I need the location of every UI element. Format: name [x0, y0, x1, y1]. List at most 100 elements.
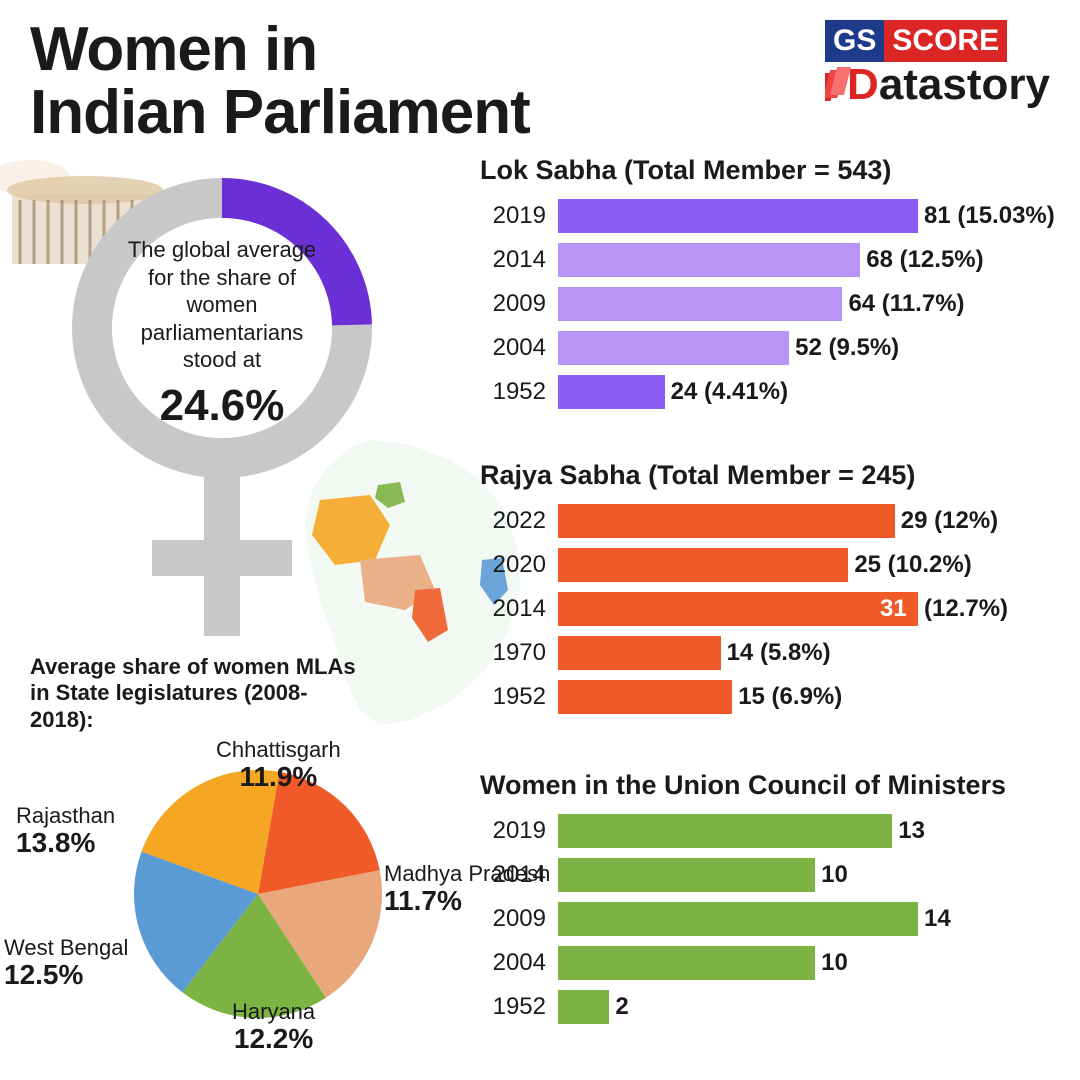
bar-fill — [558, 504, 895, 538]
bar-fill — [558, 858, 815, 892]
donut-text: The global average for the share of wome… — [128, 237, 316, 372]
bar-label: 14 — [924, 905, 951, 933]
logo-d: D — [847, 60, 879, 109]
lok-sabha-title: Lok Sabha (Total Member = 543) — [480, 155, 1050, 186]
bar-row: 200914 — [480, 897, 1050, 941]
bar-label: 13 — [898, 817, 925, 845]
bar-label: 81 (15.03%) — [924, 202, 1055, 230]
bar-label: 14 (5.8%) — [727, 639, 831, 667]
bar-year: 2020 — [480, 551, 558, 579]
bar-fill — [558, 331, 789, 365]
pages-icon — [825, 64, 851, 100]
bar-label: 64 (11.7%) — [848, 290, 964, 318]
bar-label: 68 (12.5%) — [866, 246, 983, 274]
bar-row: 2009 64 (11.7%) — [480, 282, 1050, 326]
bar-row: 2004 52 (9.5%) — [480, 326, 1050, 370]
rajya-sabha-title: Rajya Sabha (Total Member = 245) — [480, 460, 1050, 491]
ministers-chart: Women in the Union Council of Ministers … — [480, 770, 1050, 1029]
bar-year: 2019 — [480, 202, 558, 230]
ministers-title: Women in the Union Council of Ministers — [480, 770, 1050, 801]
bar-label: 25 (10.2%) — [854, 551, 971, 579]
donut-percentage: 24.6% — [122, 378, 322, 433]
title-line-2: Indian Parliament — [30, 78, 530, 147]
bar-value: 31 — [880, 595, 907, 623]
pie-label-chhattisgarh: Chhattisgarh 11.9% — [216, 738, 341, 793]
bar-label: 2 — [615, 993, 628, 1021]
bar-track: 29 (12%) — [558, 504, 1050, 538]
bar-row: 2004 10 — [480, 941, 1050, 985]
bar-label: 52 (9.5%) — [795, 334, 899, 362]
bar-fill — [558, 243, 860, 277]
bar-track: 64 (11.7%) — [558, 287, 1050, 321]
bar-year: 1952 — [480, 378, 558, 406]
bar-row: 1952 2 — [480, 985, 1050, 1029]
bar-year: 2022 — [480, 507, 558, 535]
bar-row: 2020 25 (10.2%) — [480, 543, 1050, 587]
bar-fill — [558, 636, 721, 670]
bar-track: 25 (10.2%) — [558, 548, 1050, 582]
bar-year: 2004 — [480, 334, 558, 362]
bar-row: 201410 — [480, 853, 1050, 897]
pie-label-rajasthan: Rajasthan 13.8% — [16, 804, 115, 859]
bar-row: 201913 — [480, 809, 1050, 853]
rajya-sabha-chart: Rajya Sabha (Total Member = 245) 2022 29 … — [480, 460, 1050, 719]
lok-sabha-chart: Lok Sabha (Total Member = 543) 201981 (1… — [480, 155, 1050, 414]
bar-track: 31 (12.7%) — [558, 592, 1050, 626]
bar-year: 2004 — [480, 949, 558, 977]
bar-row: 2022 29 (12%) — [480, 499, 1050, 543]
bar-year: 2009 — [480, 290, 558, 318]
bar-fill — [558, 990, 609, 1024]
bar-track: 52 (9.5%) — [558, 331, 1050, 365]
bar-year: 2014 — [480, 595, 558, 623]
bar-row: 201981 (15.03%) — [480, 194, 1050, 238]
title-line-1: Women in — [30, 15, 317, 84]
bar-fill — [558, 548, 848, 582]
bar-track: 2 — [558, 990, 1050, 1024]
logo-gs: GS — [825, 20, 884, 62]
bar-row: 1952 24 (4.41%) — [480, 370, 1050, 414]
logo-top: GS SCORE — [825, 20, 1050, 62]
bar-year: 1952 — [480, 683, 558, 711]
bar-year: 1970 — [480, 639, 558, 667]
bar-label: 24 (4.41%) — [671, 378, 788, 406]
bar-row: 1970 14 (5.8%) — [480, 631, 1050, 675]
pie-label-wb: West Bengal 12.5% — [4, 936, 128, 991]
bar-fill — [558, 287, 842, 321]
bar-track: 15 (6.9%) — [558, 680, 1050, 714]
bar-track: 81 (15.03%) — [558, 199, 1050, 233]
bar-label: 10 — [821, 861, 848, 889]
pie-label-mp: Madhya Pradesh 11.7% — [384, 862, 550, 917]
bar-row: 2014 68 (12.5%) — [480, 238, 1050, 282]
logo-score: SCORE — [884, 20, 1007, 62]
bar-fill — [558, 199, 918, 233]
bar-fill — [558, 680, 732, 714]
bar-year: 2014 — [480, 246, 558, 274]
bar-track: 68 (12.5%) — [558, 243, 1050, 277]
bar-track: 24 (4.41%) — [558, 375, 1050, 409]
bar-fill — [558, 946, 815, 980]
bar-track: 13 — [558, 814, 1050, 848]
pie-label-haryana: Haryana 12.2% — [232, 1000, 315, 1055]
donut-caption: The global average for the share of wome… — [122, 236, 322, 433]
mla-pie-chart — [130, 766, 386, 1022]
logo-rest: atastory — [879, 60, 1050, 109]
brand-logo: GS SCORE Datastory — [825, 20, 1050, 110]
bar-fill — [558, 902, 918, 936]
bar-fill — [558, 375, 665, 409]
bar-track: 10 — [558, 858, 1050, 892]
bar-track: 14 (5.8%) — [558, 636, 1050, 670]
bar-label: 29 (12%) — [901, 507, 998, 535]
logo-sub: Datastory — [825, 60, 1050, 110]
page-title: Women in Indian Parliament — [30, 18, 530, 144]
bar-track: 14 — [558, 902, 1050, 936]
bar-fill — [558, 814, 892, 848]
bar-label: 15 (6.9%) — [738, 683, 842, 711]
bar-label: 10 — [821, 949, 848, 977]
bar-year: 1952 — [480, 993, 558, 1021]
bar-fill — [558, 592, 918, 626]
bar-row: 1952 15 (6.9%) — [480, 675, 1050, 719]
bar-pct: (12.7%) — [924, 595, 1008, 623]
bar-track: 10 — [558, 946, 1050, 980]
pie-title: Average share of women MLAs in State leg… — [30, 654, 370, 733]
bar-row: 2014 31 (12.7%) — [480, 587, 1050, 631]
